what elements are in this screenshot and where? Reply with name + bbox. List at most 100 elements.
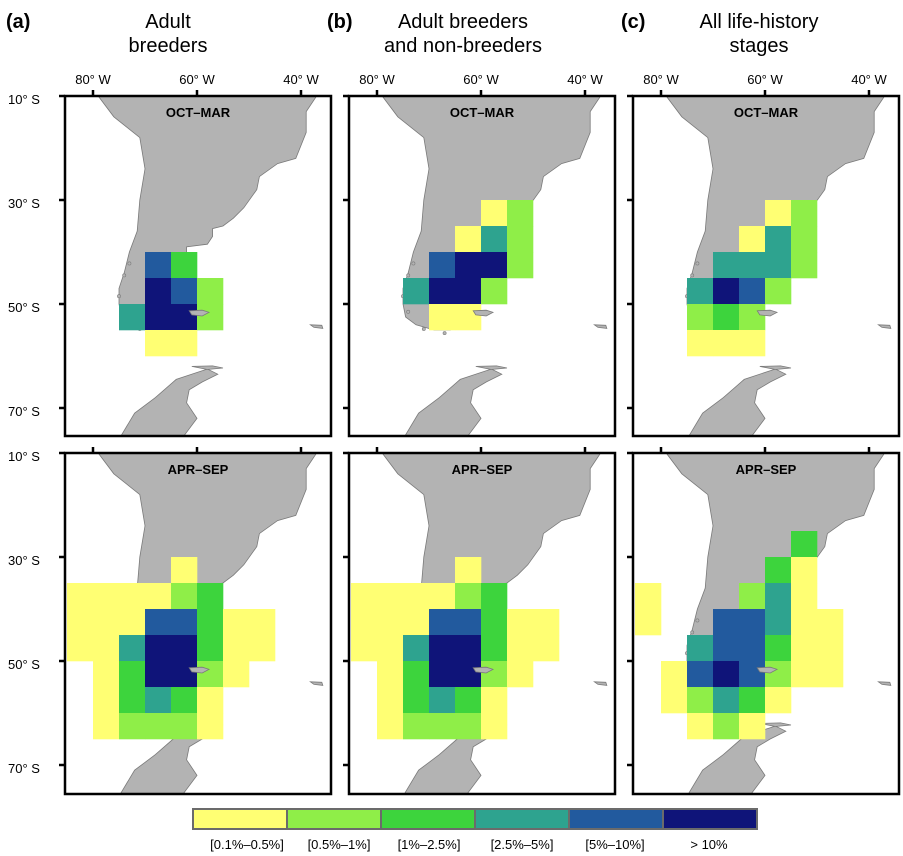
- coastal-island: [690, 630, 695, 635]
- grid-cell: [67, 609, 94, 636]
- grid-cell: [481, 583, 508, 610]
- grid-cell: [377, 583, 404, 610]
- grid-cell: [791, 531, 818, 558]
- grid-cell: [351, 609, 378, 636]
- grid-cell: [223, 609, 250, 636]
- grid-cell: [481, 278, 508, 305]
- falkland-islands: [756, 309, 779, 317]
- map-panel: [343, 447, 617, 796]
- legend-label: [1%–2.5%]: [398, 837, 461, 852]
- grid-cell: [171, 661, 198, 688]
- x-tick-label: 40° W: [567, 72, 603, 87]
- column-title-a-line2: breeders: [129, 35, 208, 57]
- season-label-bottom: APR–SEP: [452, 462, 513, 477]
- column-header-c: (c) All life-history stages: [621, 11, 818, 57]
- grid-cell: [481, 661, 508, 688]
- grid-cell: [93, 635, 120, 662]
- grid-cell: [171, 583, 198, 610]
- grid-cell: [507, 252, 534, 279]
- grid-cell: [481, 609, 508, 636]
- grid-cell: [145, 687, 172, 714]
- grid-cell: [481, 226, 508, 253]
- south-shetland-islands: [759, 365, 792, 370]
- grid-cell: [93, 583, 120, 610]
- grid-cell: [223, 661, 250, 688]
- grid-cell: [145, 661, 172, 688]
- south-georgia: [593, 681, 608, 686]
- column-title-b-line2: and non-breeders: [384, 35, 542, 57]
- grid-cell: [765, 583, 792, 610]
- south-georgia: [877, 324, 892, 329]
- grid-cell: [687, 635, 714, 662]
- antarctic-peninsula: [404, 368, 503, 436]
- coastal-island: [406, 309, 411, 314]
- falkland-islands: [188, 666, 211, 674]
- grid-cell: [507, 226, 534, 253]
- grid-cell: [817, 661, 844, 688]
- south-shetland-islands: [759, 722, 792, 727]
- grid-cell: [713, 278, 740, 305]
- grid-cell: [817, 635, 844, 662]
- grid-cell: [119, 661, 146, 688]
- falkland-islands: [472, 309, 495, 317]
- y-tick-label: 70° S: [8, 404, 40, 419]
- grid-cell: [507, 200, 534, 227]
- season-label-bottom: APR–SEP: [168, 462, 229, 477]
- grid-cell: [739, 661, 766, 688]
- map-panel: [59, 447, 333, 796]
- x-tick-label: 40° W: [283, 72, 319, 87]
- grid-cell: [197, 713, 224, 740]
- grid-cell: [791, 661, 818, 688]
- grid-cell: [93, 687, 120, 714]
- grid-cell: [119, 609, 146, 636]
- map-panel: [343, 90, 617, 438]
- grid-cell: [197, 635, 224, 662]
- grid-cell: [817, 609, 844, 636]
- grid-cell: [791, 635, 818, 662]
- x-tick-label: 80° W: [643, 72, 679, 87]
- grid-cell: [507, 609, 534, 636]
- coastal-island: [122, 273, 127, 278]
- grid-cell: [791, 226, 818, 253]
- y-tick-label: 30° S: [8, 553, 40, 568]
- grid-cell: [197, 304, 224, 331]
- grid-cell: [429, 609, 456, 636]
- grid-cell: [739, 330, 766, 357]
- grid-cell: [455, 661, 482, 688]
- legend-label: [2.5%–5%]: [491, 837, 554, 852]
- season-label-top: OCT–MAR: [734, 105, 799, 120]
- x-tick-labels: 80° W 60° W 40° W 80° W 60° W 40° W 80° …: [75, 72, 887, 87]
- south-georgia: [309, 681, 324, 686]
- grid-cell: [67, 583, 94, 610]
- grid-cell: [171, 330, 198, 357]
- grid-cell: [377, 661, 404, 688]
- grid-cell: [145, 609, 172, 636]
- legend-label: > 10%: [690, 837, 728, 852]
- grid-cell: [429, 661, 456, 688]
- coastal-island: [421, 327, 426, 331]
- grid-cell: [455, 304, 482, 331]
- grid-cell: [197, 278, 224, 305]
- column-title-c-line1: All life-history: [700, 11, 819, 33]
- grid-cell: [455, 713, 482, 740]
- grid-cell: [713, 713, 740, 740]
- south-georgia: [877, 681, 892, 686]
- grid-cell: [429, 687, 456, 714]
- grid-cell: [739, 609, 766, 636]
- grid-cell: [481, 200, 508, 227]
- grid-cell: [455, 557, 482, 584]
- grid-cell: [455, 687, 482, 714]
- column-title-b-line1: Adult breeders: [398, 11, 528, 33]
- grid-cell: [455, 278, 482, 305]
- panel-letter-a: (a): [6, 11, 30, 33]
- grid-cell: [119, 583, 146, 610]
- grid-cell: [687, 713, 714, 740]
- legend-label: [0.5%–1%]: [308, 837, 371, 852]
- grid-cell: [429, 635, 456, 662]
- grid-cell: [661, 687, 688, 714]
- grid-cell: [429, 304, 456, 331]
- grid-cell: [249, 635, 276, 662]
- grid-cell: [687, 304, 714, 331]
- grid-cell: [635, 583, 662, 610]
- grid-cell: [119, 304, 146, 331]
